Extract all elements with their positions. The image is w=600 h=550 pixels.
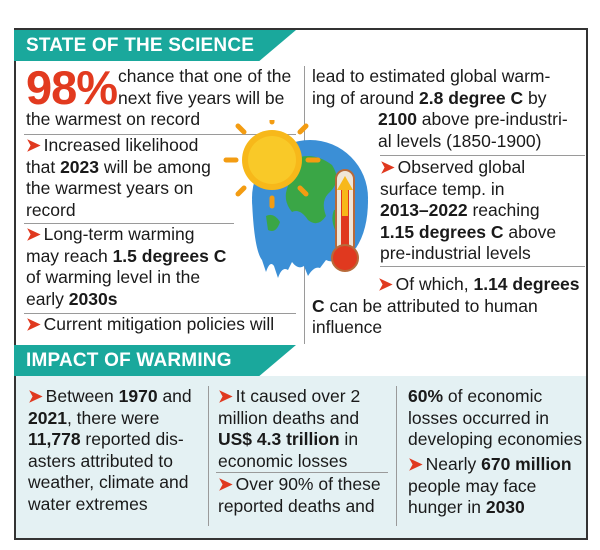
bullet-text: asters attributed to: [28, 450, 173, 471]
bullet-bold: US$ 4.3 trillion: [218, 429, 340, 449]
bullet-text: ing of around: [312, 87, 420, 108]
bullet-text: Between: [45, 386, 119, 406]
bullet-text: and: [157, 386, 192, 406]
arrow-bullet-icon: ➤: [380, 157, 395, 177]
divider: [24, 313, 296, 314]
bullet-text: Over 90% of these: [235, 474, 381, 494]
bullet-text: Nearly: [425, 454, 482, 474]
big-stat-line: next five years will be: [118, 87, 285, 108]
bullet-text: reaching: [467, 200, 540, 220]
impact-deaths-losses: ➤ It caused over 2 million deaths and US$…: [218, 386, 360, 472]
arrow-bullet-icon: ➤: [378, 274, 393, 294]
bullet-text: people may face: [408, 475, 537, 496]
bullet-bold: 60%: [408, 386, 444, 406]
bullet-text: will be among: [99, 156, 211, 177]
bullet-bold: 2013–2022: [380, 200, 468, 220]
divider: [380, 155, 585, 156]
bullet-text: lead to estimated global warm-: [312, 66, 551, 86]
big-stat-text-line3: the warmest on record: [26, 109, 201, 129]
bullet-text: Observed global: [397, 157, 526, 177]
impact-disasters: ➤ Between 1970 and 2021, there were 11,77…: [28, 386, 192, 515]
bullet-bold: 1.5 degrees C: [112, 245, 227, 266]
bullet-text: hunger in: [408, 497, 486, 517]
bullet-text: Increased likelihood: [43, 135, 199, 155]
bullet-text: economic losses: [218, 450, 348, 471]
bullet-observed-temp: ➤ Observed global surface temp. in 2013–2…: [380, 157, 556, 265]
bullet-text: influence: [312, 317, 383, 337]
bullet-text: developing economies: [408, 429, 583, 449]
bullet-text: above pre-industri-: [416, 109, 568, 129]
bullet-bold: 2030: [485, 497, 525, 517]
bullet-text: may reach: [26, 245, 113, 266]
arrow-bullet-icon: ➤: [218, 474, 233, 494]
bullet-text: Long-term warming: [43, 224, 195, 244]
bullet-text: surface temp. in: [380, 178, 505, 199]
state-of-science-header: STATE OF THE SCIENCE: [14, 30, 296, 61]
bullet-bold: 2.8 degree C: [419, 87, 524, 108]
column-divider: [396, 386, 397, 526]
divider: [216, 472, 388, 473]
bullet-text: , there were: [66, 407, 160, 428]
bullet-text: that: [26, 156, 61, 177]
bullet-bold: 1.15 degrees C: [380, 221, 504, 242]
sun-icon: [223, 120, 321, 209]
impact-section-background: [16, 376, 586, 538]
arrow-bullet-icon: ➤: [218, 386, 233, 406]
arrow-bullet-icon: ➤: [26, 135, 41, 155]
bullet-text: al levels (1850-1900): [378, 130, 542, 151]
bullet-bold: 11,778: [28, 429, 81, 449]
bullet-text: in: [339, 429, 359, 449]
bullet-bold: 1.14 degrees: [473, 274, 580, 294]
impact-hunger: ➤ Nearly 670 million people may face hung…: [408, 454, 572, 519]
impact-90-percent: ➤ Over 90% of these reported deaths and: [218, 474, 381, 517]
bullet-text: by: [523, 87, 547, 108]
bullet-bold: C: [312, 295, 325, 316]
arrow-bullet-icon: ➤: [26, 224, 41, 244]
big-stat-number: 98%: [26, 61, 118, 114]
divider: [24, 134, 296, 135]
bullet-text: water extremes: [28, 493, 148, 514]
column-divider: [208, 386, 209, 526]
impact-developing-economies: 60% of economic losses occurred in devel…: [408, 386, 582, 451]
bullet-mitigation: ➤ Current mitigation policies will: [26, 314, 274, 336]
impact-of-warming-header: IMPACT OF WARMING: [14, 345, 296, 376]
bullet-long-term-warming: ➤ Long-term warming may reach 1.5 degrees…: [26, 224, 226, 310]
bullet-text: record: [26, 199, 76, 220]
bullet-text: the warmest years on: [26, 178, 194, 198]
bullet-text: weather, climate and: [28, 472, 189, 492]
bullet-human-influence: ➤ Of which, 1.14 degrees C can be attribu…: [312, 274, 580, 339]
melting-earth-icon: [223, 120, 368, 278]
bullet-text: It caused over 2: [235, 386, 361, 406]
bullet-text: Of which,: [395, 274, 474, 294]
bullet-text: of warming level in the: [26, 267, 201, 287]
bullet-text: reported dis-: [80, 429, 184, 449]
big-stat-value: 98%: [26, 64, 118, 111]
arrow-bullet-icon: ➤: [26, 314, 41, 334]
divider: [380, 266, 585, 267]
bullet-text: can be attributed to human: [324, 295, 538, 316]
divider: [24, 223, 234, 224]
thermometer-icon: [331, 169, 359, 272]
bullet-text: reported deaths and: [218, 495, 375, 516]
bullet-2023-warmest: ➤ Increased likelihood that 2023 will be …: [26, 135, 211, 221]
bullet-text: million deaths and: [218, 407, 360, 428]
big-stat-text: chance that one of the next five years w…: [118, 66, 291, 109]
bullet-text: early: [26, 288, 69, 309]
bullet-text: Current mitigation policies will: [43, 314, 275, 334]
bullet-bold: 2021: [28, 407, 67, 428]
bullet-text: losses occurred in: [408, 407, 550, 428]
arrow-bullet-icon: ➤: [408, 454, 423, 474]
bullet-bold: 670 million: [481, 454, 572, 474]
arrow-bullet-icon: ➤: [28, 386, 43, 406]
global-warming-estimate: lead to estimated global warm- ing of ar…: [312, 66, 568, 152]
big-stat-line: chance that one of the: [118, 66, 292, 86]
bullet-bold: 2100: [378, 109, 417, 129]
bullet-text: pre-industrial levels: [380, 243, 531, 263]
bullet-text: of economic: [443, 386, 543, 406]
bullet-bold: 2023: [60, 156, 99, 177]
bullet-text: above: [503, 221, 557, 242]
bullet-bold: 1970: [118, 386, 158, 406]
bullet-bold: 2030s: [68, 288, 118, 309]
